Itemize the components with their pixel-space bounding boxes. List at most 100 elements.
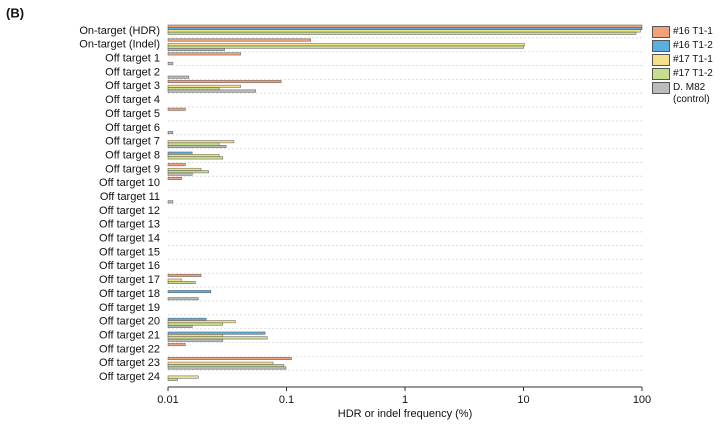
bar: [167, 331, 266, 335]
bar: [167, 170, 209, 174]
legend-swatch: [652, 40, 670, 52]
legend-label: #17 T1-2: [673, 68, 713, 79]
bar: [167, 357, 292, 360]
bar: [167, 320, 236, 324]
bar: [167, 273, 202, 277]
bar: [167, 48, 225, 51]
bar: [167, 29, 641, 33]
bar: [167, 281, 196, 284]
bar: [167, 343, 186, 347]
legend-item: #17 T1-1: [652, 54, 725, 66]
bar: [167, 378, 178, 381]
y-tick-label: Off target 24: [99, 371, 160, 383]
legend-swatch: [652, 26, 670, 38]
x-tick-label: 1: [402, 394, 408, 406]
y-tick-label: Off target 18: [99, 288, 160, 300]
y-tick-label: Off target 14: [99, 233, 160, 245]
bar: [167, 278, 182, 282]
bar: [167, 45, 524, 49]
bar: [167, 43, 525, 47]
bar: [167, 317, 207, 321]
y-tick-label: Off target 7: [105, 136, 160, 148]
bar: [167, 84, 241, 88]
bar: [167, 87, 220, 91]
legend-item: D. M82 (control): [652, 82, 725, 106]
y-tick-label: Off target 19: [99, 302, 160, 314]
y-tick-label: Off target 1: [105, 53, 160, 65]
bar: [167, 364, 285, 368]
x-tick-label: 10: [517, 394, 529, 406]
bar: [167, 324, 193, 328]
y-tick-label: On-target (HDR): [79, 25, 160, 37]
legend-label: #16 T1-2: [673, 40, 713, 51]
y-tick-label: Off target 22: [99, 343, 160, 355]
bar: [167, 361, 274, 365]
legend-swatch: [652, 82, 670, 94]
x-tick-label: 0.01: [157, 394, 178, 406]
y-tick-label: Off target 16: [99, 260, 160, 272]
bar: [167, 163, 186, 167]
y-tick-label: Off target 9: [105, 163, 160, 175]
y-tick-label: On-target (Indel): [79, 39, 160, 51]
y-tick-label: Off target 12: [99, 205, 160, 217]
bar: [167, 31, 637, 35]
bar: [167, 52, 241, 56]
legend-item: #17 T1-2: [652, 68, 725, 80]
legend-label: #16 T1-1: [673, 26, 713, 37]
bar: [167, 75, 190, 79]
y-tick-label: Off target 23: [99, 357, 160, 369]
legend-item: #16 T1-1: [652, 26, 725, 38]
bar: [167, 107, 186, 111]
bar: [167, 131, 174, 135]
legend-item: #16 T1-2: [652, 40, 725, 52]
legend-swatch: [652, 68, 670, 80]
bar: [167, 172, 193, 176]
y-tick-label: Off target 6: [105, 122, 160, 134]
legend: #16 T1-1 #16 T1-2 #17 T1-1 #17 T1-2 D. M82 (…: [652, 26, 725, 108]
y-tick-label: Off target 3: [105, 80, 160, 92]
y-tick-label: Off target 13: [99, 219, 160, 231]
bar: [167, 200, 174, 204]
panel-label: (B): [6, 5, 24, 20]
bar: [167, 366, 287, 370]
bar: [167, 177, 182, 180]
bar: [167, 24, 643, 28]
y-tick-label: Off target 11: [100, 191, 160, 203]
bar: [167, 290, 212, 294]
bar: [167, 38, 311, 42]
bar: [167, 334, 224, 337]
bar: [167, 142, 220, 146]
y-tick-label: Off target 10: [99, 177, 160, 189]
y-tick-label: Off target 21: [99, 329, 160, 341]
bar: [167, 144, 227, 148]
y-tick-label: Off target 8: [105, 149, 160, 161]
legend-label: D. M82 (control): [673, 82, 710, 105]
bar: [167, 80, 282, 84]
y-tick-label: Off target 4: [105, 94, 160, 106]
bar: [167, 297, 199, 301]
bar: [167, 322, 224, 326]
x-tick-label: 0.1: [279, 394, 294, 406]
x-axis-label: HDR or indel frequency (%): [338, 408, 473, 420]
bar: [167, 27, 643, 30]
y-tick-label: Off target 20: [99, 316, 160, 328]
bar: [167, 156, 224, 160]
bar: [167, 61, 174, 65]
y-tick-label: Off target 2: [105, 66, 160, 78]
bar: [167, 375, 199, 379]
bar: [167, 151, 193, 155]
x-tick-label: 100: [633, 394, 651, 406]
bar: [167, 336, 268, 340]
y-tick-label: Off target 5: [105, 108, 160, 120]
bar: [167, 89, 256, 93]
bar: [167, 338, 224, 342]
y-tick-label: Off target 15: [99, 246, 160, 258]
bar: [167, 140, 235, 144]
bar: [167, 167, 202, 171]
y-tick-label: Off target 17: [99, 274, 160, 286]
bar: [167, 154, 220, 157]
legend-swatch: [652, 54, 670, 66]
legend-label: #17 T1-1: [673, 54, 713, 65]
